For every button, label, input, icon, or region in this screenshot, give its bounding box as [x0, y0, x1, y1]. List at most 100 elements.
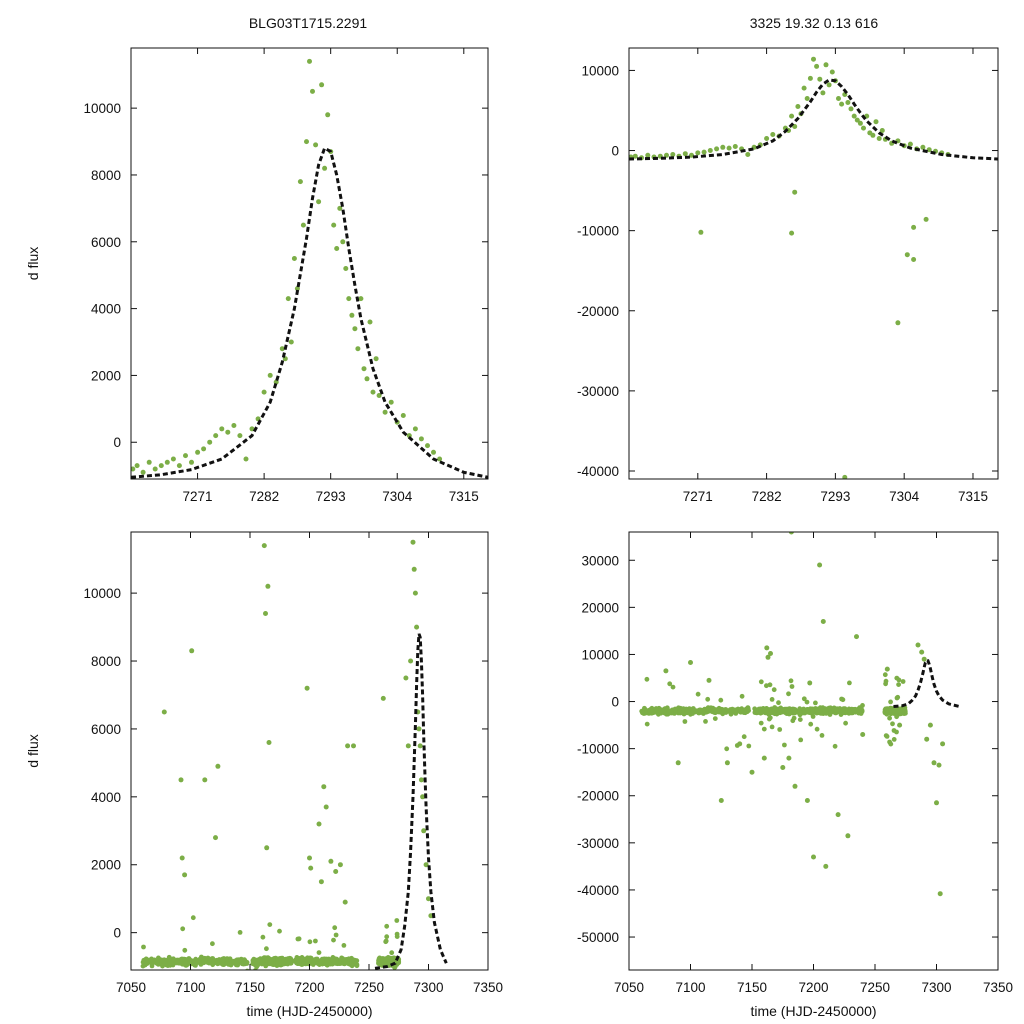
data-point: [737, 741, 743, 747]
plot-area: [629, 56, 998, 479]
observation-point: [790, 707, 796, 713]
observation-point: [843, 720, 848, 726]
observation-point: [896, 677, 902, 683]
observation-point: [300, 956, 306, 962]
observation-point: [259, 961, 265, 967]
data-point: [857, 120, 863, 126]
observation-point: [754, 710, 760, 716]
data-point: [873, 119, 879, 125]
data-point: [789, 113, 795, 119]
observation-point: [341, 943, 347, 948]
data-point: [698, 229, 704, 235]
observation-point: [847, 709, 853, 715]
panel-bottom-right: 7050 7100 7150 7200 7250 7300 7350 -50000 -40000…: [577, 531, 1013, 1019]
data-point: [682, 151, 688, 157]
x-tick-label: 7100: [175, 980, 205, 995]
y-tick-label: -10000: [577, 742, 619, 757]
observation-point: [769, 697, 775, 702]
data-point: [300, 222, 306, 228]
data-point: [370, 389, 376, 395]
observation-point: [381, 973, 386, 978]
observation-point: [741, 734, 747, 740]
x-tick-label: 7304: [889, 489, 920, 504]
y-tick-label: 0: [113, 926, 121, 941]
data-point: [792, 783, 798, 789]
observation-point: [899, 707, 904, 713]
data-point: [288, 339, 294, 345]
data-point: [411, 566, 417, 572]
data-point: [308, 865, 314, 871]
y-tick-label: 6000: [91, 722, 121, 737]
observation-point: [746, 743, 752, 749]
observation-point: [758, 679, 764, 685]
observation-point: [828, 710, 834, 715]
observation-point: [776, 707, 782, 712]
observation-point: [210, 959, 216, 965]
data-point: [937, 891, 943, 897]
observation-point: [730, 707, 736, 713]
data-point: [408, 658, 414, 664]
observation-point: [738, 707, 744, 713]
data-point: [323, 804, 329, 810]
data-point: [860, 732, 866, 737]
x-tick-label: 7315: [449, 489, 479, 504]
data-point: [418, 777, 424, 783]
observation-point: [902, 707, 908, 713]
observation-point: [157, 991, 162, 996]
data-point: [307, 855, 312, 861]
data-point: [418, 436, 424, 442]
data-point: [675, 760, 681, 766]
observation-point: [771, 687, 777, 693]
data-point: [911, 257, 917, 262]
data-point: [934, 800, 939, 806]
observation-point: [391, 999, 396, 1004]
observation-point: [346, 978, 351, 983]
observation-point: [154, 958, 160, 964]
data-point: [839, 101, 845, 107]
x-tick-label: 7050: [614, 980, 644, 995]
observation-point: [776, 700, 781, 706]
data-point: [158, 463, 164, 469]
y-tick-label: 0: [611, 144, 619, 159]
data-point: [237, 433, 243, 439]
observation-point: [813, 700, 818, 706]
observation-point: [234, 959, 240, 964]
observation-point: [882, 672, 888, 678]
data-point: [195, 449, 201, 455]
observation-point: [644, 721, 650, 727]
observation-point: [253, 958, 259, 964]
observation-point: [718, 697, 724, 703]
observation-point: [764, 683, 769, 689]
observation-point: [224, 961, 230, 966]
data-point: [895, 320, 901, 326]
observation-point: [394, 918, 400, 923]
observation-point: [772, 708, 778, 713]
x-tick-label: 7282: [249, 489, 279, 504]
data-point: [261, 543, 267, 549]
observation-point: [287, 959, 293, 965]
data-point: [764, 645, 770, 651]
data-point: [425, 443, 430, 449]
observation-point: [253, 996, 258, 1001]
observation-point: [237, 930, 243, 935]
data-point: [632, 153, 638, 159]
model-fit-line: [629, 78, 998, 161]
observation-point: [716, 705, 722, 711]
data-point: [134, 463, 140, 469]
data-point: [351, 743, 356, 749]
observation-point: [797, 706, 803, 712]
data-point: [146, 459, 152, 465]
panels: 7271 7282 7293 7304 7315 0 2000 4000 6000 8000 100…: [25, 47, 1013, 1019]
x-tick-label: 7350: [473, 980, 503, 995]
observation-point: [202, 999, 207, 1004]
data-point: [437, 456, 443, 462]
data-point: [770, 132, 776, 137]
observation-point: [380, 998, 385, 1003]
observation-point: [296, 936, 302, 942]
observation-point: [187, 960, 193, 966]
observation-point: [245, 968, 250, 970]
observation-point: [383, 938, 389, 944]
observation-point: [896, 682, 901, 687]
data-point: [854, 117, 860, 123]
observation-point: [166, 960, 172, 965]
